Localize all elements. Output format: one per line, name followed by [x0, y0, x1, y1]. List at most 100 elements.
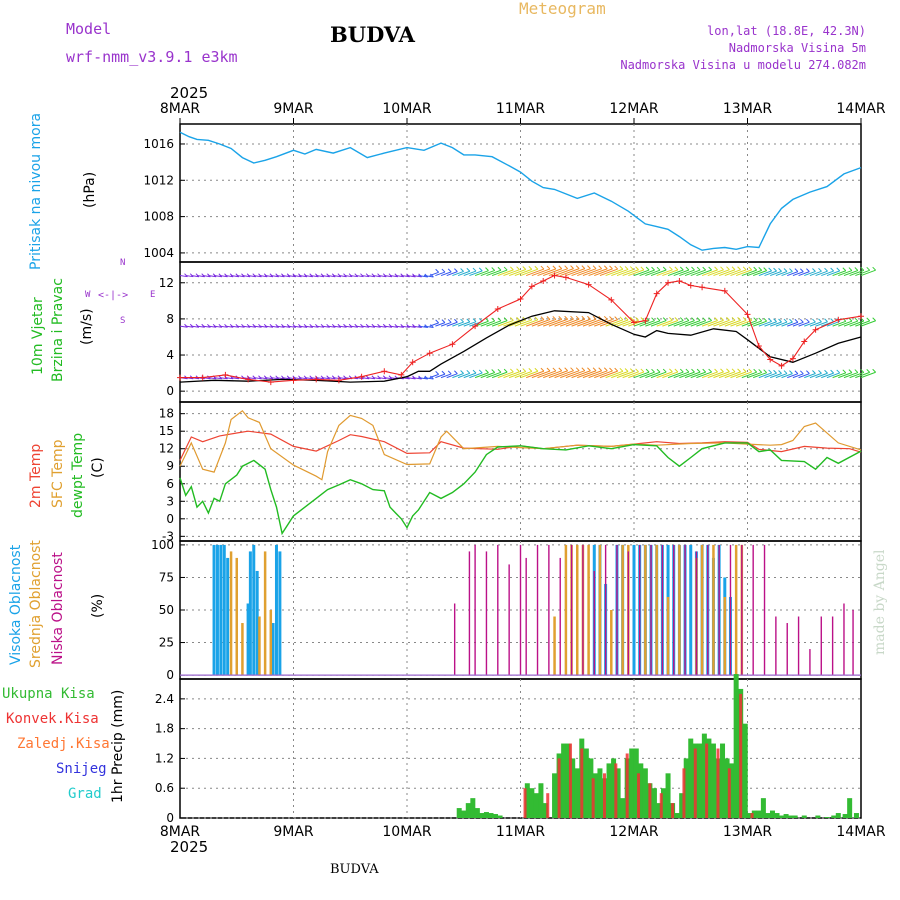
x-tick-label-top: 10MAR	[382, 101, 431, 117]
wind-barb	[571, 370, 591, 379]
cloud-bar	[255, 570, 259, 676]
compass-s: S	[120, 316, 126, 326]
wind-barb	[304, 325, 313, 328]
wind-gust-marker	[801, 338, 808, 345]
wind-barb	[855, 320, 870, 327]
wind-barb-head	[842, 267, 847, 272]
wind-barb	[327, 325, 336, 328]
cloud-bar	[723, 596, 727, 676]
precip-conv-bar	[693, 748, 697, 818]
wind-barb-head	[564, 367, 569, 372]
wind-barb-head	[669, 368, 673, 373]
wind-gust-marker	[744, 311, 751, 318]
wind-barb	[673, 269, 690, 277]
cloud-bar	[661, 544, 664, 676]
wind-barb-head	[726, 368, 730, 373]
wind-barb	[231, 275, 239, 278]
wind-barb-head	[866, 266, 871, 271]
wind-barb	[843, 270, 859, 277]
wind-barb	[276, 377, 285, 380]
wind-barb	[474, 320, 489, 327]
wind-barb	[435, 373, 446, 379]
panel-frame-pressure	[179, 123, 862, 263]
y-tick-label-pressure: 1004	[143, 246, 174, 260]
y-tick-label-precip: 1.8	[155, 722, 174, 736]
wind-barb-head	[609, 316, 613, 320]
y-tick-label-pressure: 1012	[143, 173, 174, 187]
precip-total-bar	[831, 815, 837, 818]
wind-barb	[582, 370, 602, 379]
precip-conv-bar	[637, 773, 641, 818]
precip-total-bar	[606, 763, 612, 818]
precip-total-bar	[765, 813, 771, 818]
wind-barb-head	[824, 369, 828, 374]
wind-gust-marker	[449, 341, 456, 348]
precip-total-bar	[774, 813, 780, 818]
wind-barb	[843, 372, 859, 379]
wind-barb	[248, 325, 256, 328]
cloud-bar	[593, 570, 595, 676]
precip-total-bar	[633, 748, 639, 818]
wind-barb	[316, 275, 325, 278]
wind-barb-head	[640, 317, 645, 321]
wind-barb	[809, 321, 822, 327]
cloud-bar	[678, 544, 681, 676]
year-bottom: 2025	[170, 838, 209, 856]
wind-barb-head	[478, 369, 483, 374]
wind-barb-head	[552, 265, 557, 270]
wind-barb-head	[714, 317, 718, 321]
wind-barb-head	[731, 368, 736, 373]
wind-barb-head	[454, 318, 458, 323]
wind-barb	[628, 371, 645, 379]
wind-barb	[707, 319, 724, 327]
model-name: wrf-nmm_v3.9.1 e3km	[66, 48, 238, 66]
wind-gust-marker	[245, 376, 252, 383]
wind-barb-head	[748, 266, 753, 271]
wind-barb	[832, 320, 846, 327]
wind-barb	[265, 377, 274, 380]
wind-barb-head	[472, 318, 477, 323]
wind-barb	[219, 325, 228, 328]
wind-barb	[179, 275, 188, 278]
wind-barb-head	[510, 368, 514, 373]
wind-barb-head	[824, 267, 828, 272]
wind-barb	[208, 377, 217, 380]
precip-conv-bar	[727, 768, 731, 818]
wind-gust-marker	[642, 317, 649, 324]
wind-barb	[440, 321, 452, 327]
wind-barb-head	[806, 370, 810, 375]
precip-total-bar	[529, 788, 535, 818]
wind-barb	[452, 373, 464, 379]
wind-barb-head	[430, 375, 434, 380]
wind-barb-head	[742, 317, 747, 321]
wind-barb	[276, 325, 285, 328]
wind-barb	[639, 269, 655, 277]
wind-barb	[809, 372, 822, 379]
wind-barb	[787, 321, 799, 327]
precip-total-bar	[756, 810, 762, 818]
wind-barb	[798, 373, 810, 379]
x-tick-label-top: 12MAR	[609, 101, 658, 117]
wind-barb	[299, 275, 308, 278]
wind-barb	[684, 320, 701, 327]
wind-barb	[639, 320, 655, 327]
wind-gust-marker	[676, 277, 683, 284]
wind-barb	[508, 371, 526, 379]
wind-barb	[213, 275, 222, 278]
legend-conv: Konvek.Kisa	[6, 711, 99, 727]
wind-barb-head	[624, 316, 629, 321]
wind-barb-head	[748, 368, 753, 373]
y-tick-label-wind: 4	[166, 348, 174, 362]
wind-barb	[287, 377, 296, 380]
cloud-bar	[775, 616, 777, 676]
wind-barb	[622, 371, 639, 379]
wind-barb-head	[587, 265, 591, 270]
wind-barb	[378, 275, 387, 278]
wind-barb-head	[866, 317, 871, 322]
wind-barb-head	[491, 267, 496, 271]
wind-barb	[543, 370, 562, 379]
wind-gust-marker	[398, 371, 405, 378]
wind-barb	[429, 322, 439, 327]
wind-barb-head	[564, 265, 569, 270]
cloud-bar	[820, 616, 822, 676]
